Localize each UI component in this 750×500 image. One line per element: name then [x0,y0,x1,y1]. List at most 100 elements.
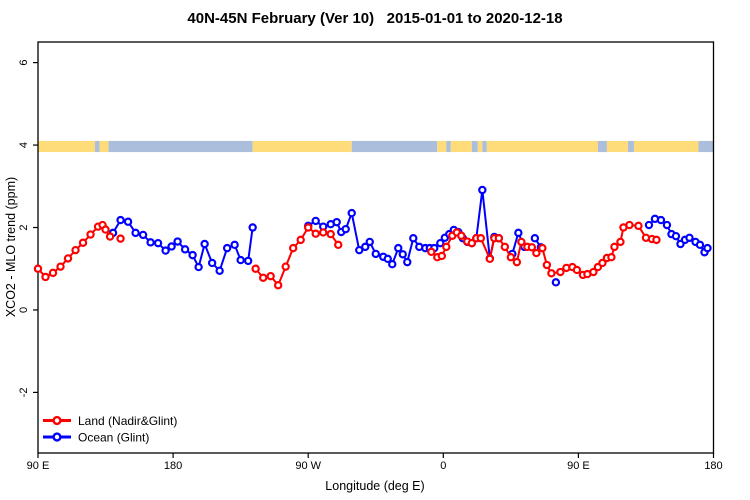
surface-band-segment-ocean [597,140,607,153]
series-ocean-glint [108,185,712,287]
data-point [311,216,320,226]
surface-band-segment-land [437,140,447,153]
data-point [146,238,155,247]
surface-band-segment-land [252,140,352,153]
data-point [652,235,661,245]
data-point [332,217,341,227]
data-point [63,254,73,263]
data-point [589,267,598,277]
data-point [695,240,705,250]
legend-marker [52,415,62,426]
data-point [427,247,436,257]
data-point [634,221,643,231]
data-point [547,269,556,278]
y-tick-label: 4 [18,142,30,148]
data-point [230,240,239,250]
data-point [371,249,380,259]
y-tick-label: -2 [18,388,30,398]
y-axis-ticks: -2 0 2 4 6 [18,60,38,398]
y-tick-label: 0 [18,307,30,313]
data-point [101,225,110,234]
surface-band-segment-ocean [351,140,438,153]
data-point [512,257,522,267]
data-point [200,239,209,249]
surface-band-segment-ocean [482,140,487,153]
surface-band-segment-ocean [95,140,100,153]
surface-band-segment-land [477,140,483,153]
surface-band-segment-ocean [698,140,714,153]
data-point [398,250,407,259]
data-point [105,232,115,241]
data-point [607,252,616,262]
data-point [500,242,510,252]
data-point [527,243,537,252]
data-point [288,243,298,253]
data-point [153,238,163,248]
data-point [685,233,694,243]
data-point [167,242,176,251]
data-point [243,256,253,266]
series-land-nadir-glint [33,220,661,290]
surface-band-segment-ocean [446,140,451,153]
data-point [266,271,275,281]
data-point [532,248,541,258]
data-point [703,243,712,253]
x-tick-label: 90 W [295,460,321,472]
data-point [671,231,681,241]
data-point [476,234,486,243]
data-point [517,237,526,247]
data-point [326,229,335,239]
x-tick-label: 180 [164,460,182,472]
data-point [281,262,290,271]
data-point [457,231,466,240]
data-point [273,281,283,290]
data-point [116,215,125,225]
x-axis-ticks: 90 E 180 90 W 0 90 E 180 [27,453,723,472]
data-point [131,228,140,238]
data-point [78,238,88,247]
data-point [437,251,446,261]
data-point [48,268,58,278]
data-point [41,272,50,282]
data-point [215,266,224,275]
surface-band-segment-land [99,140,109,153]
data-point [341,224,350,234]
data-point [347,208,356,218]
data-point [248,223,257,232]
data-point [180,245,190,254]
x-tick-label: 180 [704,460,722,472]
data-point [123,217,133,226]
x-tick-label: 90 E [27,460,50,472]
surface-band-segment-land [633,140,699,153]
data-point [598,258,607,268]
data-point [319,228,328,237]
data-point [388,259,397,269]
data-point [304,223,313,232]
data-point [556,267,565,277]
data-point [188,250,197,260]
data-point [662,220,672,230]
data-point [656,215,666,225]
data-point [194,262,203,272]
data-point [296,235,305,245]
data-point [56,262,65,271]
data-point [161,246,170,255]
data-point [365,237,374,247]
data-point [551,278,561,287]
data-point [355,245,364,255]
data-point [478,185,487,195]
data-point [86,230,95,239]
surface-band-segment-land [606,140,628,153]
x-axis-title: Longitude (deg E) [325,479,425,493]
data-point [442,242,451,252]
data-point [436,238,445,248]
data-point [33,264,43,273]
surface-band-segment-ocean [108,140,253,153]
legend-label: Land (Nadir&Glint) [78,414,177,428]
data-point [616,237,625,247]
data-point [542,260,552,270]
data-point [530,234,540,243]
data-point [251,264,260,273]
